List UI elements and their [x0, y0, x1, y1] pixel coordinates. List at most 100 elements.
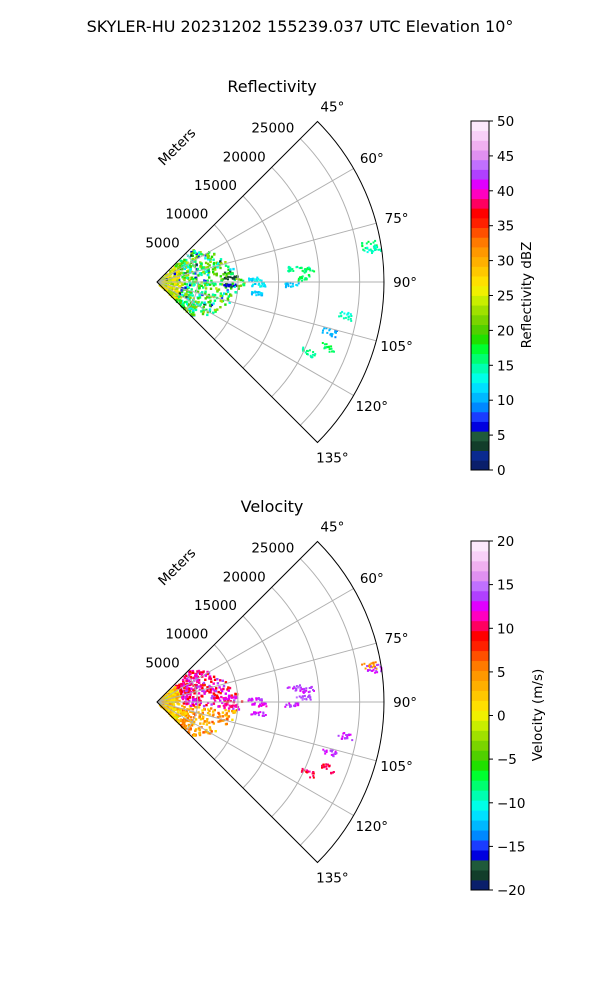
- echo-gate: [181, 721, 185, 724]
- echo-gate: [193, 250, 196, 253]
- echo-gate: [199, 685, 202, 688]
- echo-gate: [212, 692, 215, 695]
- echo-gate: [235, 291, 238, 294]
- colorbar-swatch: [471, 680, 489, 691]
- azimuth-tick-label: 135°: [316, 870, 349, 886]
- echo-gate: [204, 678, 207, 681]
- echo-gate: [254, 711, 257, 714]
- echo-gate: [289, 268, 292, 271]
- echo-gate: [209, 677, 213, 680]
- echo-gate: [325, 763, 328, 766]
- echo-gate: [207, 271, 211, 274]
- echo-gate: [191, 701, 194, 705]
- echo-gate: [172, 689, 175, 693]
- echo-gate: [263, 702, 266, 704]
- colorbar-tick-label: −10: [497, 796, 526, 812]
- echo-gate: [257, 291, 260, 293]
- echo-gate: [206, 296, 209, 299]
- echo-gate: [344, 737, 347, 740]
- echo-gate: [295, 687, 298, 690]
- echo-gate: [209, 732, 212, 735]
- echo-gate: [181, 271, 185, 275]
- echo-gate: [286, 687, 289, 689]
- echo-gate: [188, 308, 191, 311]
- echo-gate: [174, 689, 177, 692]
- echo-gate: [226, 290, 230, 293]
- echo-gate: [194, 308, 198, 312]
- echo-gate: [346, 737, 349, 740]
- echo-gate: [303, 690, 306, 693]
- echo-gate: [312, 771, 315, 774]
- echo-gate: [175, 279, 179, 282]
- echo-gate: [173, 698, 176, 702]
- echo-gate: [172, 712, 175, 716]
- echo-gate: [207, 301, 210, 304]
- echo-gate: [375, 246, 378, 249]
- echo-gate: [227, 686, 230, 689]
- echo-gate: [180, 271, 183, 274]
- echo-gate: [297, 282, 300, 285]
- colorbar-swatch: [471, 440, 489, 452]
- echo-gate: [182, 684, 186, 687]
- echo-gate: [306, 349, 308, 352]
- echo-gate: [220, 278, 223, 281]
- colorbar-swatch: [471, 217, 489, 229]
- colorbar-swatch: [471, 700, 489, 711]
- echo-gate: [212, 682, 215, 685]
- echo-gate: [184, 286, 187, 289]
- echo-gate: [194, 276, 198, 279]
- echo-gate: [197, 679, 201, 682]
- echo-gate: [223, 704, 226, 707]
- range-tick-label: 15000: [194, 178, 237, 194]
- colorbar-swatch: [471, 188, 489, 199]
- echo-gate: [219, 275, 222, 278]
- echo-gate: [227, 283, 230, 286]
- echo-gate: [189, 261, 193, 265]
- azimuth-tick-label: 90°: [393, 275, 417, 291]
- echo-gate: [251, 291, 254, 294]
- colorbar-tick-label: −15: [497, 839, 526, 855]
- echo-gate: [212, 702, 216, 705]
- echo-cell: [300, 767, 315, 779]
- echo-gate: [176, 702, 179, 705]
- echo-gate: [197, 297, 200, 300]
- echo-gate: [185, 702, 189, 705]
- echo-gate: [232, 707, 235, 710]
- echo-gate: [181, 697, 185, 701]
- echo-gate: [262, 712, 265, 715]
- echo-gate: [294, 704, 297, 707]
- colorbar-swatch: [471, 227, 489, 238]
- colorbar-swatch: [471, 431, 489, 442]
- echo-gate: [173, 717, 177, 720]
- echo-gate: [204, 281, 207, 285]
- echo-gate: [224, 703, 227, 706]
- echo-gate: [173, 272, 176, 276]
- velocity-sector: 5000 10000 15000 20000 25000 45° 60° 75° 90° 105°…: [145, 520, 417, 887]
- echo-gate: [177, 295, 181, 299]
- echo-gate: [301, 769, 304, 772]
- echo-gate: [346, 734, 349, 736]
- echo-gate: [341, 310, 344, 313]
- echo-gate: [204, 730, 207, 733]
- colorbar-swatch: [471, 760, 489, 771]
- echo-gate: [374, 239, 377, 242]
- echo-gate: [195, 302, 199, 306]
- echo-gate: [236, 275, 239, 278]
- echo-gate: [183, 276, 187, 279]
- echo-gate: [253, 703, 256, 706]
- echo-gate: [200, 310, 203, 313]
- echo-gate: [180, 289, 183, 292]
- echo-gate: [343, 737, 346, 740]
- echo-gate: [220, 300, 224, 303]
- echo-gate: [321, 766, 323, 769]
- echo-gate: [321, 331, 324, 334]
- echo-gate: [166, 707, 169, 711]
- echo-gate: [221, 278, 225, 281]
- echo-gate: [167, 289, 171, 293]
- echo-gate: [200, 252, 203, 256]
- echo-gate: [178, 292, 182, 295]
- echo-gate: [186, 717, 190, 720]
- echo-gate: [192, 300, 195, 304]
- colorbar-tick-label: 0: [497, 463, 506, 479]
- colorbar-swatch: [471, 198, 489, 209]
